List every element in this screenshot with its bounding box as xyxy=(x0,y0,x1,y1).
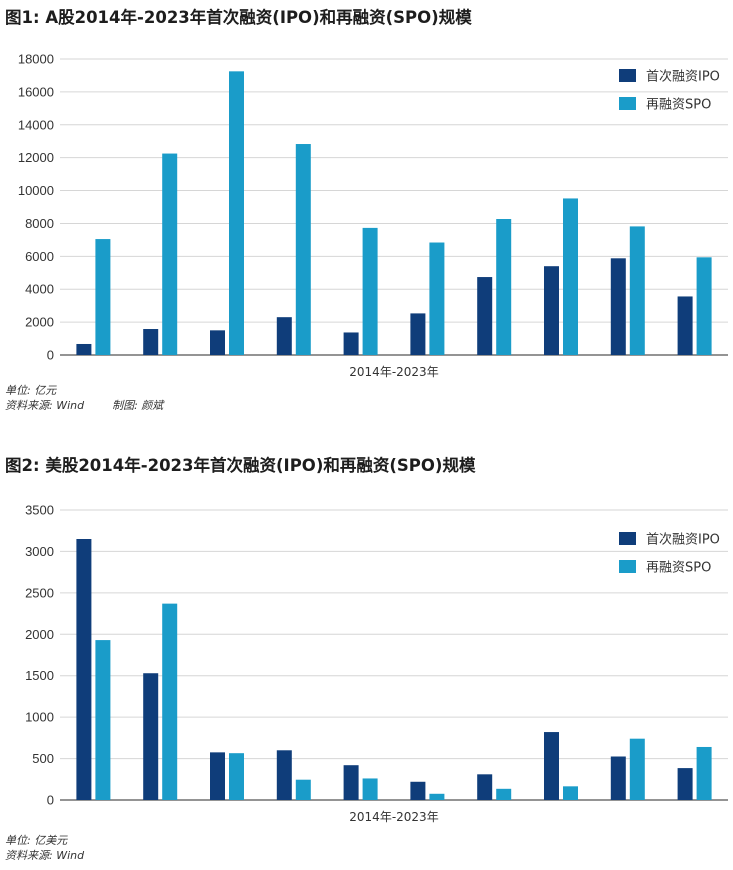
y-tick-label: 3000 xyxy=(25,544,54,559)
bar xyxy=(162,153,178,355)
y-tick-label: 2000 xyxy=(25,627,54,642)
legend-swatch xyxy=(619,532,636,545)
legend-swatch xyxy=(619,69,636,82)
bar xyxy=(76,343,92,355)
bar xyxy=(76,539,92,800)
bar xyxy=(295,144,311,355)
bar xyxy=(429,242,445,355)
legend-swatch xyxy=(619,97,636,110)
y-tick-label: 2000 xyxy=(25,315,54,330)
series-ipo xyxy=(76,258,693,355)
bar xyxy=(629,738,645,800)
unit-note: 单位: 亿美元 xyxy=(5,834,68,847)
bar xyxy=(295,779,311,800)
bar xyxy=(677,296,693,355)
bar xyxy=(229,71,244,356)
bar xyxy=(362,778,378,800)
bar xyxy=(610,258,626,355)
bar xyxy=(544,732,559,800)
legend-label: 首次融资IPO xyxy=(646,69,720,85)
bar xyxy=(610,756,626,800)
bar xyxy=(563,786,578,800)
bar xyxy=(95,640,111,800)
source-line: 资料来源: Wind 制图: 颜斌 xyxy=(5,398,163,413)
x-axis-label: 2014年-2023年 xyxy=(349,810,438,824)
bar-chart-a-share: 0 2000 4000 6000 8000 10000 12000 14000 16000 180… xyxy=(18,52,728,379)
bar xyxy=(477,277,493,355)
legend: 首次融资IPO 再融资SPO xyxy=(619,532,720,576)
chart-title: 图1: A股2014年-2023年首次融资(IPO)和再融资(SPO)规模 xyxy=(5,8,472,27)
bar xyxy=(229,753,244,800)
bar xyxy=(544,266,559,355)
bar xyxy=(210,752,225,800)
bar xyxy=(696,257,712,355)
bar xyxy=(629,226,645,355)
bar xyxy=(496,219,512,355)
credit-note: 制图: 颜斌 xyxy=(112,399,164,412)
chart-notes: 单位: 亿美元 资料来源: Wind xyxy=(5,833,84,863)
legend-label: 再融资SPO xyxy=(646,98,711,113)
chart-title: 图2: 美股2014年-2023年首次融资(IPO)和再融资(SPO)规模 xyxy=(5,456,476,475)
bar xyxy=(410,781,426,800)
bar xyxy=(276,750,292,800)
figure-1: 图1: A股2014年-2023年首次融资(IPO)和再融资(SPO)规模 0 2… xyxy=(5,8,728,413)
series-spo xyxy=(95,603,712,800)
bar xyxy=(343,332,359,355)
series-spo xyxy=(95,71,712,356)
y-tick-label: 14000 xyxy=(18,117,54,132)
bar-chart-us-stock: 0 500 1000 1500 2000 2500 3000 3500 2014年-2023年 首… xyxy=(25,503,728,824)
chart-notes: 单位: 亿元 资料来源: Wind 制图: 颜斌 xyxy=(5,383,163,413)
legend-swatch xyxy=(619,560,636,573)
y-tick-labels: 0 500 1000 1500 2000 2500 3000 3500 xyxy=(25,503,54,808)
bar xyxy=(143,329,159,355)
unit-note: 单位: 亿元 xyxy=(5,384,57,397)
y-tick-label: 0 xyxy=(47,793,54,808)
bar xyxy=(162,603,178,800)
bar xyxy=(496,788,512,800)
y-tick-label: 4000 xyxy=(25,282,54,297)
bar xyxy=(210,330,225,355)
bar xyxy=(410,313,426,355)
bar xyxy=(696,746,712,800)
y-tick-labels: 0 2000 4000 6000 8000 10000 12000 14000 16000 180… xyxy=(18,52,54,363)
y-tick-label: 10000 xyxy=(18,183,54,198)
bar xyxy=(95,239,111,355)
y-tick-label: 8000 xyxy=(25,216,54,231)
y-tick-label: 2500 xyxy=(25,585,54,600)
y-tick-label: 0 xyxy=(47,348,54,363)
y-tick-label: 6000 xyxy=(25,249,54,264)
y-tick-label: 1500 xyxy=(25,668,54,683)
source-note: 资料来源: Wind xyxy=(5,399,85,412)
y-tick-label: 3500 xyxy=(25,503,54,518)
figure-2: 图2: 美股2014年-2023年首次融资(IPO)和再融资(SPO)规模 0 5… xyxy=(0,448,733,870)
bar xyxy=(477,774,493,800)
gridlines xyxy=(60,509,728,760)
bar xyxy=(429,793,445,800)
bar xyxy=(677,768,693,800)
bar xyxy=(362,227,378,355)
source-note: 资料来源: Wind xyxy=(5,849,85,862)
bar xyxy=(343,765,359,800)
series-ipo xyxy=(76,539,693,800)
y-tick-label: 18000 xyxy=(18,52,54,67)
legend: 首次融资IPO 再融资SPO xyxy=(619,69,720,113)
legend-label: 再融资SPO xyxy=(646,561,711,576)
y-tick-label: 500 xyxy=(32,751,54,766)
bar xyxy=(276,317,292,355)
y-tick-label: 12000 xyxy=(18,150,54,165)
y-tick-label: 16000 xyxy=(18,84,54,99)
y-tick-label: 1000 xyxy=(25,710,54,725)
bar xyxy=(143,673,159,800)
x-axis-label: 2014年-2023年 xyxy=(349,365,438,379)
bar xyxy=(563,198,578,355)
legend-label: 首次融资IPO xyxy=(646,532,720,548)
